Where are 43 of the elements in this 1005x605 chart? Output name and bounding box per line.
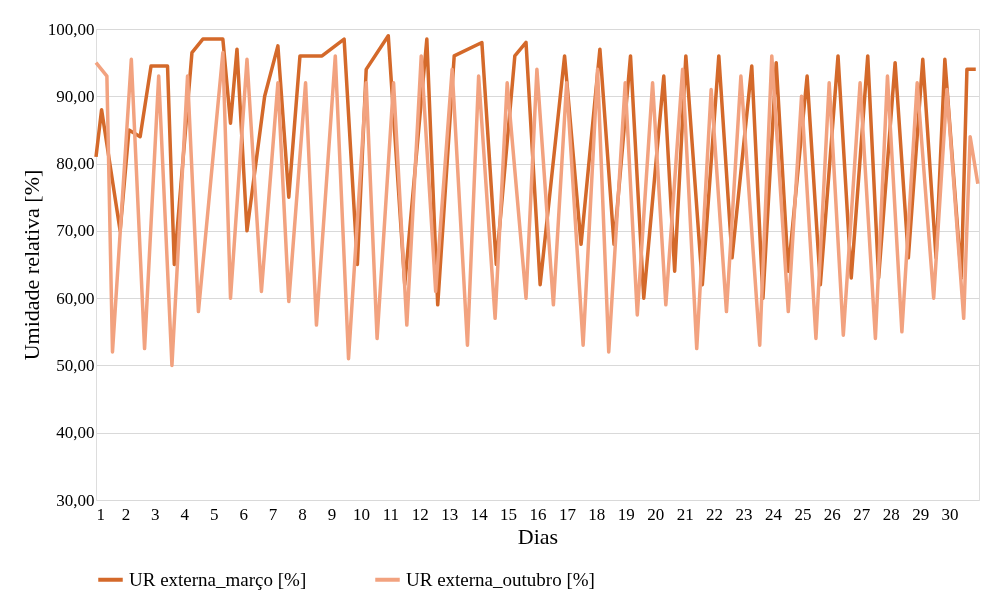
x-tick-label: 17 <box>558 504 577 524</box>
x-tick-label: 30 <box>941 504 959 524</box>
x-tick-label: 16 <box>529 504 547 524</box>
x-tick-label: 5 <box>209 504 219 524</box>
x-tick-label: 19 <box>617 504 635 524</box>
y-tick-label: 60,00 <box>56 288 95 308</box>
x-tick-label: 8 <box>298 504 307 524</box>
y-tick-label: 90,00 <box>56 86 95 106</box>
x-tick-label: 14 <box>470 504 489 524</box>
x-tick-label: 18 <box>588 504 606 524</box>
x-tick-label: 25 <box>794 504 812 524</box>
x-tick-label: 7 <box>268 504 278 524</box>
x-tick-label: 3 <box>151 504 160 524</box>
x-axis-title: Dias <box>517 523 559 549</box>
x-tick-label: 24 <box>764 504 783 524</box>
x-tick-label: 9 <box>327 504 337 524</box>
y-tick-label: 40,00 <box>56 423 95 443</box>
x-tick-label: 4 <box>180 504 190 524</box>
x-tick-label: 20 <box>647 504 665 524</box>
x-tick-label: 1 <box>96 504 105 524</box>
y-tick-label: 50,00 <box>56 355 95 375</box>
x-tick-label: 12 <box>411 504 429 524</box>
x-tick-label: 21 <box>676 504 694 524</box>
legend-label: UR externa_outubro [%] <box>406 568 595 590</box>
x-tick-label: 6 <box>239 504 248 524</box>
x-tick-label: 26 <box>823 504 841 524</box>
y-tick-label: 70,00 <box>56 221 95 241</box>
x-tick-label: 22 <box>706 504 724 524</box>
y-tick-label: 100,00 <box>47 19 95 39</box>
x-tick-label: 29 <box>912 504 930 524</box>
x-tick-label: 27 <box>853 504 871 524</box>
x-tick-label: 11 <box>382 504 400 524</box>
line-series <box>94 50 980 368</box>
legend-label: UR externa_março [%] <box>129 568 307 590</box>
x-tick-label: 10 <box>352 504 370 524</box>
y-axis-title: Umidade relativa [%] <box>18 169 44 361</box>
x-tick-label: 15 <box>500 504 518 524</box>
x-tick-label: 13 <box>441 504 459 524</box>
y-tick-label: 80,00 <box>56 154 95 174</box>
y-tick-label: 30,00 <box>56 490 95 510</box>
x-tick-label: 2 <box>121 504 131 524</box>
x-tick-label: 28 <box>882 504 900 524</box>
x-tick-label: 23 <box>735 504 753 524</box>
